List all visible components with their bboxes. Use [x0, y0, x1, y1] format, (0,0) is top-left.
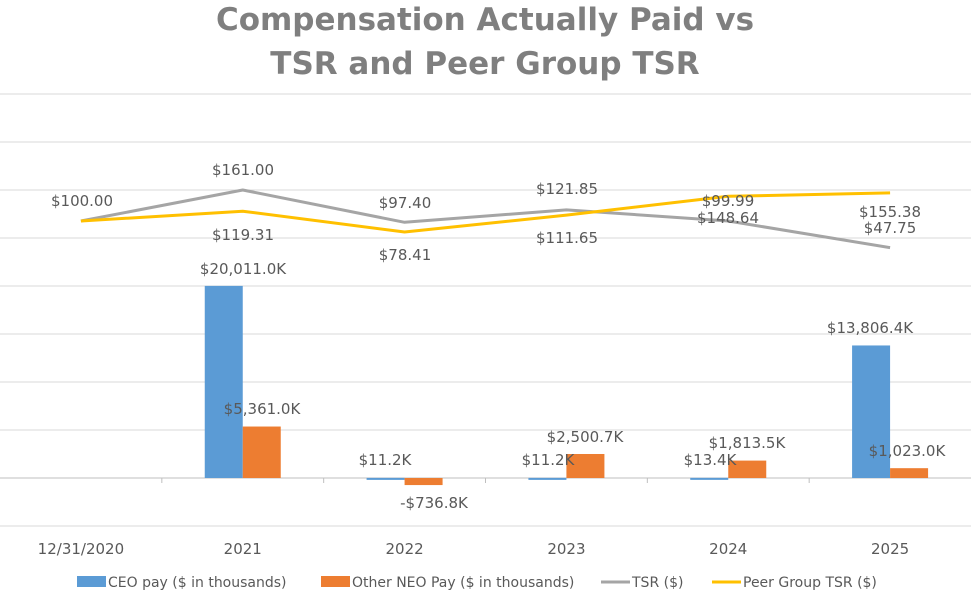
bar-ceo-pay [528, 477, 567, 480]
label-other-neo-pay: $1,023.0K [869, 442, 947, 460]
legend-label: TSR ($) [631, 575, 683, 591]
bar-other-neo-pay [566, 453, 605, 478]
bar-other-neo-pay [404, 478, 443, 486]
label-ceo-pay: $20,011.0K [200, 260, 287, 278]
label-ceo-pay: $13.4K [684, 451, 738, 469]
label-ceo-pay: $13,806.4K [827, 319, 914, 337]
label-peer-group-tsr: $119.31 [212, 226, 274, 244]
x-tick-label: 2025 [871, 540, 909, 558]
bar-ceo-pay [852, 345, 891, 478]
legend-swatch [77, 576, 106, 587]
zero-axis [0, 477, 971, 483]
legend-item: CEO pay ($ in thousands) [77, 575, 287, 591]
x-tick-label: 2021 [224, 540, 262, 558]
legend: CEO pay ($ in thousands) Other NEO Pay ($… [77, 575, 877, 591]
legend-label: Peer Group TSR ($) [743, 575, 877, 591]
x-tick-label: 2023 [547, 540, 585, 558]
label-other-neo-pay: $5,361.0K [224, 400, 302, 418]
label-ceo-pay: $11.2K [522, 451, 576, 469]
bars [204, 285, 929, 486]
label-peer-group-tsr: $78.41 [379, 246, 432, 264]
data-labels: $20,011.0K $11.2K $11.2K $13.4K $13,806.4K $5… [51, 161, 946, 512]
legend-item: TSR ($) [601, 575, 683, 591]
label-peer-group-tsr: $155.38 [859, 203, 921, 221]
x-tick-label: 2024 [709, 540, 747, 558]
label-tsr: $121.85 [536, 180, 598, 198]
chart-title-line-1: Compensation Actually Paid vs [216, 2, 754, 38]
tsr-line [80, 188, 891, 250]
bar-ceo-pay [204, 285, 243, 478]
lines [80, 188, 891, 250]
label-tsr: $161.00 [212, 161, 274, 179]
bar-other-neo-pay [890, 468, 929, 478]
bar-ceo-pay [366, 477, 405, 480]
legend-label: CEO pay ($ in thousands) [108, 575, 287, 591]
label-other-neo-pay: $1,813.5K [709, 434, 787, 452]
x-tick-label: 2022 [385, 540, 423, 558]
label-ceo-pay: $11.2K [359, 451, 413, 469]
label-tsr: $97.40 [379, 194, 432, 212]
label-tsr: $100.00 [51, 192, 113, 210]
x-axis-ticks: 12/31/2020 2021 2022 2023 2024 2025 [38, 540, 909, 558]
label-other-neo-pay: $2,500.7K [547, 428, 625, 446]
bar-other-neo-pay [728, 460, 767, 478]
chart-title-line-2: TSR and Peer Group TSR [270, 46, 700, 82]
label-tsr: $99.99 [702, 192, 755, 210]
peer-group-tsr-line [80, 191, 891, 234]
label-tsr: $47.75 [864, 219, 917, 237]
legend-item: Peer Group TSR ($) [712, 575, 877, 591]
label-peer-group-tsr: $111.65 [536, 229, 598, 247]
bar-other-neo-pay [242, 426, 281, 478]
gridlines [0, 93, 971, 527]
bar-ceo-pay [690, 477, 729, 480]
x-tick-label: 12/31/2020 [38, 540, 124, 558]
legend-swatch [321, 576, 350, 587]
label-other-neo-pay: -$736.8K [400, 494, 469, 512]
legend-label: Other NEO Pay ($ in thousands) [352, 575, 574, 591]
label-peer-group-tsr: $148.64 [697, 209, 759, 227]
legend-item: Other NEO Pay ($ in thousands) [321, 575, 574, 591]
